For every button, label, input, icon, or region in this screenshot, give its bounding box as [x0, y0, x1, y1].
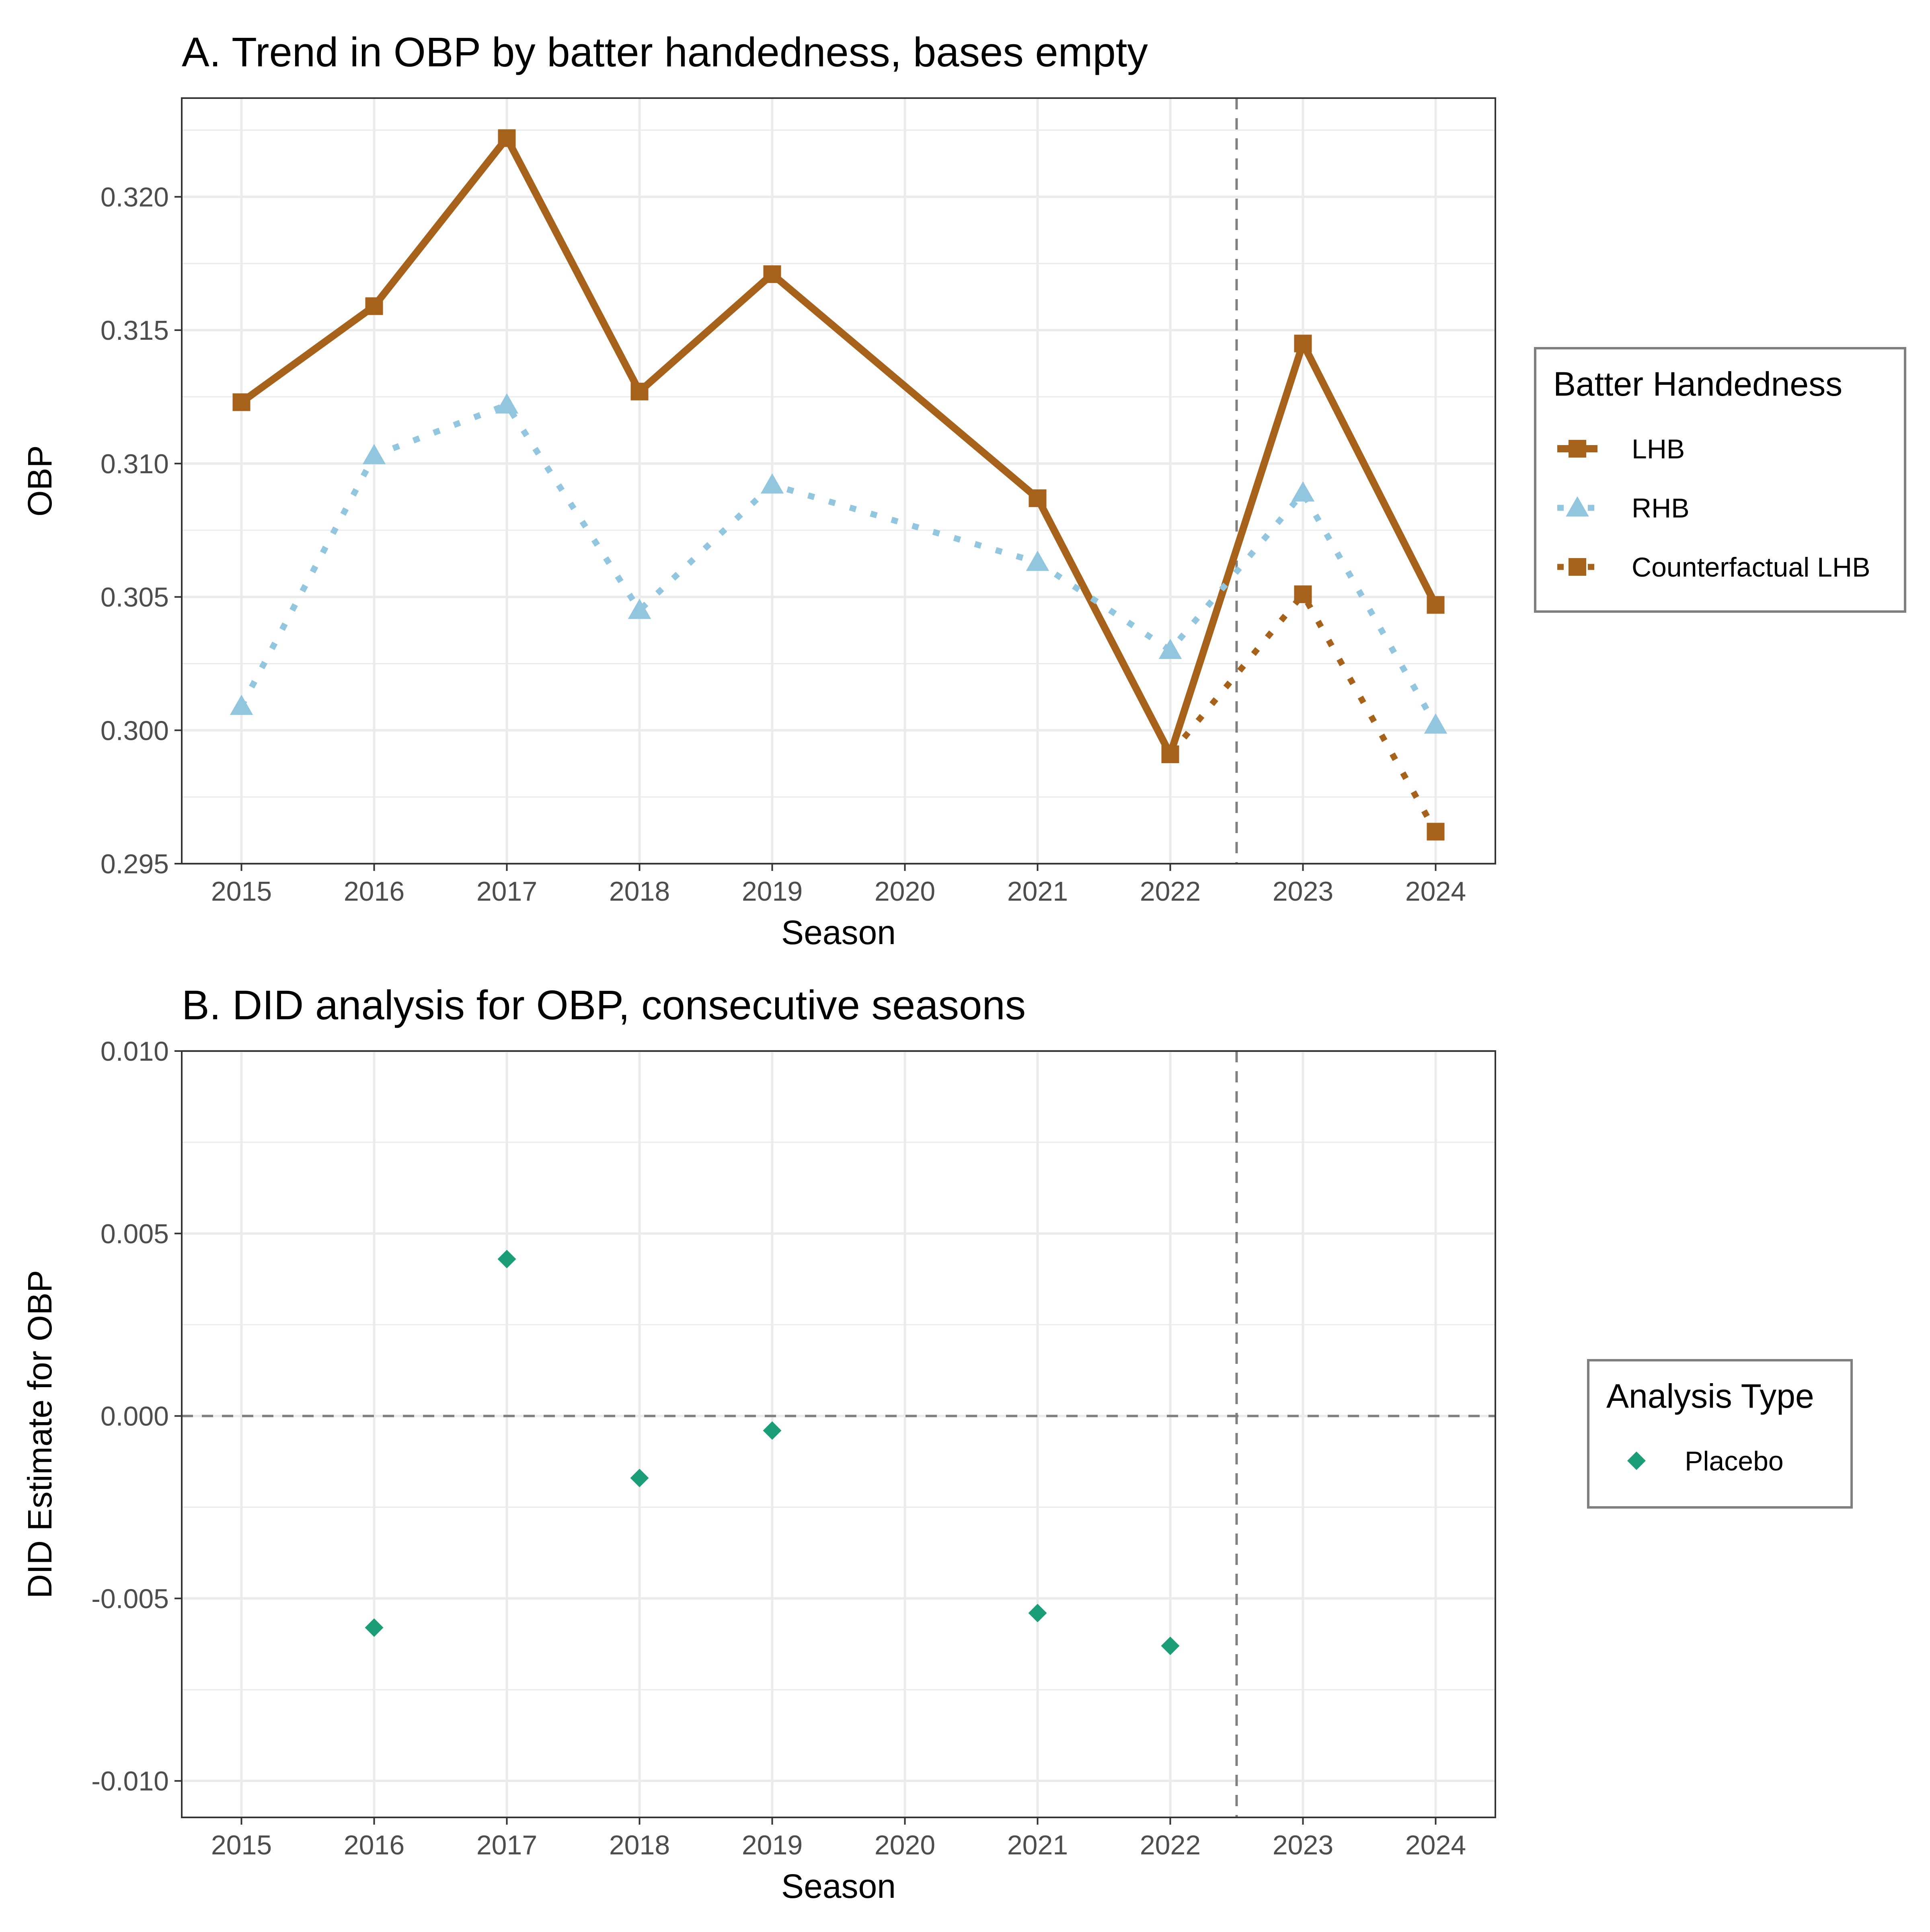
plot-area	[182, 1051, 1495, 1817]
data-point	[763, 265, 781, 283]
y-tick-label: 0.010	[101, 1036, 169, 1067]
series-rhb	[230, 393, 1448, 734]
x-tick-label: 2023	[1273, 1830, 1333, 1860]
y-tick-label: -0.005	[91, 1583, 169, 1614]
data-point	[498, 129, 516, 147]
data-point	[1158, 639, 1182, 659]
x-tick-label: 2019	[742, 876, 803, 907]
x-tick-label: 2020	[875, 876, 935, 907]
data-point	[630, 382, 649, 400]
y-tick-label: 0.000	[101, 1401, 169, 1432]
y-tick-label: 0.005	[101, 1219, 169, 1249]
data-point	[362, 444, 386, 464]
x-tick-label: 2016	[344, 1830, 404, 1860]
data-point	[1427, 596, 1445, 614]
legend-entry: LHB	[1557, 434, 1685, 464]
series-placebo	[365, 1250, 1180, 1655]
legend-entry: Counterfactual LHB	[1557, 552, 1870, 583]
x-tick-label: 2018	[609, 876, 670, 907]
x-tick-label: 2015	[211, 876, 272, 907]
x-tick-label: 2015	[211, 1830, 272, 1860]
x-tick-label: 2017	[476, 876, 537, 907]
legend-label: Counterfactual LHB	[1632, 552, 1870, 583]
data-point	[230, 694, 253, 715]
data-point	[1028, 1603, 1047, 1622]
data-point	[628, 599, 651, 619]
series-lhb	[232, 129, 1445, 763]
x-tick-label: 2024	[1405, 1830, 1466, 1860]
legend-label: LHB	[1632, 434, 1685, 464]
legend-entry: RHB	[1557, 493, 1690, 524]
gridlines	[182, 98, 1495, 865]
data-point	[1161, 1636, 1180, 1655]
data-point	[232, 393, 250, 411]
y-tick-label: 0.305	[101, 582, 169, 613]
data-point	[365, 1618, 384, 1637]
series-counterfactual-lhb	[1168, 585, 1445, 841]
x-tick-label: 2018	[609, 1830, 670, 1860]
x-tick-label: 2017	[476, 1830, 537, 1860]
legend-title: Batter Handedness	[1553, 365, 1842, 403]
y-axis-title: DID Estimate for OBP	[21, 1270, 59, 1599]
plot-border	[181, 97, 1496, 864]
data-point	[630, 1468, 649, 1487]
data-point	[1294, 335, 1312, 353]
x-tick-label: 2021	[1007, 1830, 1068, 1860]
x-tick-label: 2021	[1007, 876, 1068, 907]
y-tick-label: -0.010	[91, 1766, 169, 1796]
x-axis-title: Season	[781, 1867, 896, 1905]
data-point	[495, 393, 519, 414]
legend: Analysis Type Placebo	[1587, 1359, 1853, 1509]
data-point	[763, 1421, 782, 1440]
y-tick-label: 0.295	[101, 849, 169, 879]
data-point	[1291, 481, 1315, 502]
data-point	[760, 473, 784, 494]
x-tick-label: 2022	[1140, 876, 1201, 907]
legend-key-marker	[1627, 1452, 1646, 1470]
plot-border	[181, 1050, 1496, 1818]
x-axis-title: Season	[781, 914, 896, 951]
y-tick-label: 0.300	[101, 715, 169, 746]
legend-box	[1534, 347, 1906, 613]
panel-a: A. Trend in OBP by batter handedness, ba…	[21, 29, 1906, 951]
chart-title: B. DID analysis for OBP, consecutive sea…	[182, 982, 1026, 1028]
legend-label: RHB	[1632, 493, 1690, 524]
plot-area	[182, 98, 1495, 864]
x-tick-label: 2022	[1140, 1830, 1201, 1860]
data-point	[1427, 823, 1445, 841]
data-point	[1029, 489, 1047, 507]
legend-key-marker	[1569, 558, 1586, 576]
y-tick-label: 0.320	[101, 182, 169, 212]
legend-key-marker	[1566, 496, 1589, 517]
y-axis-title: OBP	[21, 445, 59, 516]
legend-box	[1587, 1359, 1853, 1509]
x-tick-label: 2024	[1405, 876, 1466, 907]
data-point	[1026, 550, 1049, 571]
data-point	[1294, 585, 1312, 603]
data-point	[497, 1250, 516, 1269]
axis-ticks: 2015 2016 2017 2018 2019 2020 2021 2022 2023 2024…	[91, 1036, 1466, 1860]
legend-title: Analysis Type	[1606, 1377, 1814, 1415]
x-tick-label: 2020	[875, 1830, 935, 1860]
data-point	[365, 297, 383, 315]
axis-ticks: 2015 2016 2017 2018 2019 2020 2021 2022 2023 2024…	[101, 182, 1466, 907]
y-tick-label: 0.315	[101, 315, 169, 346]
y-tick-label: 0.310	[101, 449, 169, 479]
data-point	[1424, 713, 1448, 734]
legend-entry: Placebo	[1627, 1446, 1784, 1476]
legend-key-marker	[1569, 440, 1586, 458]
panel-b: B. DID analysis for OBP, consecutive sea…	[21, 982, 1853, 1905]
chart-title: A. Trend in OBP by batter handedness, ba…	[182, 29, 1148, 75]
series-line	[1168, 591, 1439, 834]
x-tick-label: 2016	[344, 876, 404, 907]
legend-label: Placebo	[1685, 1446, 1784, 1476]
legend: Batter Handedness LHB RHB Counterfactual LH…	[1534, 347, 1906, 613]
x-tick-label: 2023	[1273, 876, 1333, 907]
x-tick-label: 2019	[742, 1830, 803, 1860]
